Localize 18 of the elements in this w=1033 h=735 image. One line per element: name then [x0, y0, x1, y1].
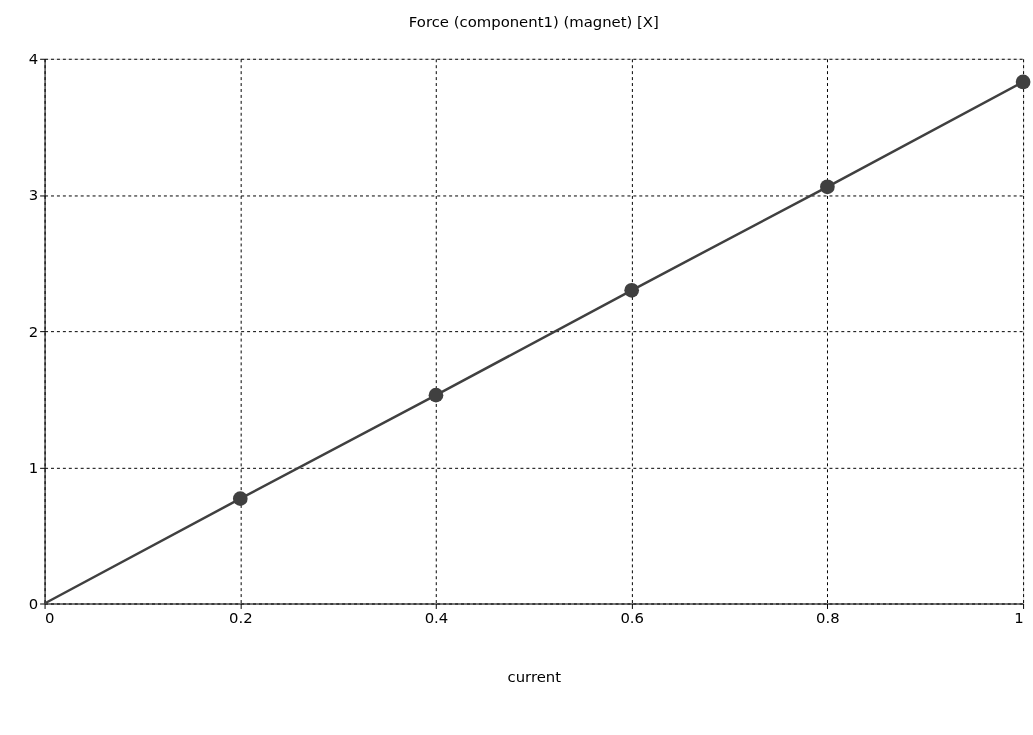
x-tick-label: 0.6 — [620, 608, 644, 627]
y-tick-label: 4 — [28, 50, 39, 69]
point — [1015, 74, 1031, 90]
point — [624, 282, 640, 298]
x-tick-label: 0.8 — [816, 608, 840, 627]
x-tick-label: 0.2 — [228, 608, 253, 627]
x-tick-label: 1 — [1014, 608, 1024, 627]
x-axis-title: current — [507, 668, 562, 687]
chart-title: Force (component1) (magnet) [X] — [408, 13, 659, 32]
x-tick-label: 0.4 — [424, 608, 449, 627]
point — [232, 491, 248, 506]
point — [428, 387, 444, 403]
y-tick-label: 3 — [28, 186, 39, 205]
y-tick-label: 0 — [28, 594, 39, 613]
y-tick-label: 1 — [28, 458, 39, 477]
point — [820, 179, 835, 195]
y-tick-label: 2 — [28, 322, 39, 341]
x-tick-label: 0 — [45, 608, 55, 627]
